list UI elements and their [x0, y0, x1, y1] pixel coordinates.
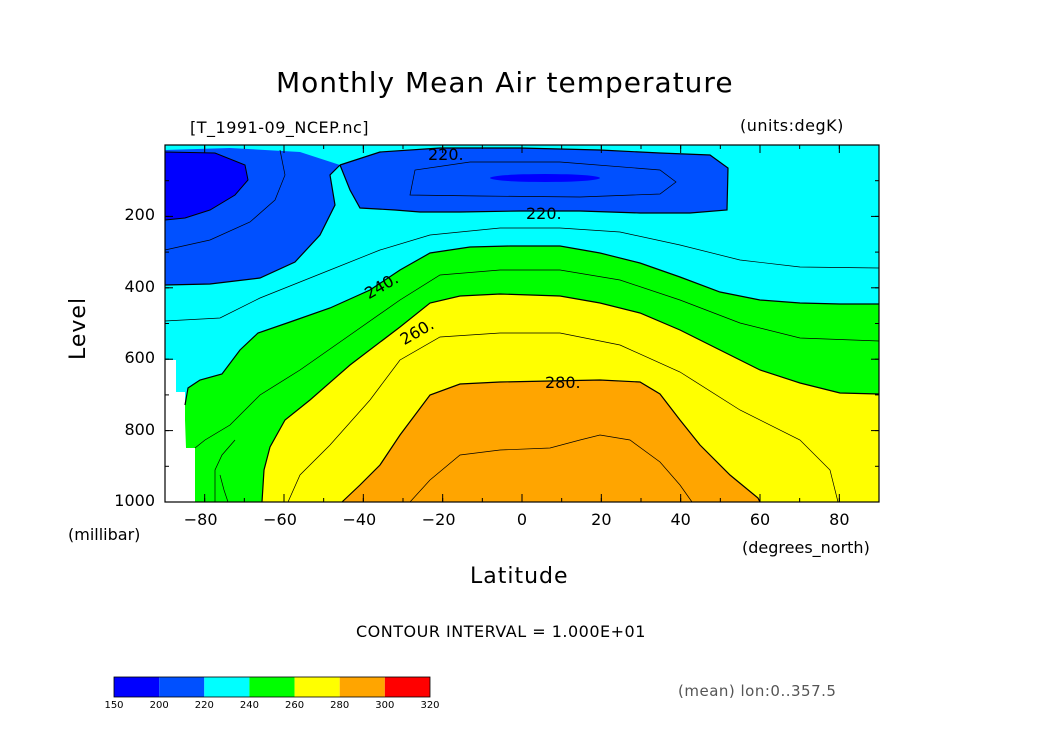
contour-240-south [219, 474, 229, 503]
contour-250-south [214, 439, 236, 502]
colorbar-label: 150 [104, 700, 124, 711]
colorbar-swatch [384, 677, 430, 697]
y-units-label: (millibar) [68, 525, 141, 544]
colorbar-label: 200 [149, 700, 169, 711]
fill-band-150-200-center [490, 174, 600, 182]
contour-220-left [164, 164, 341, 286]
colorbar-swatch [294, 677, 340, 697]
x-axis-title: Latitude [470, 564, 569, 589]
missing-data-region [165, 360, 195, 502]
colorbar-swatch [249, 677, 295, 697]
colorbar [113, 676, 431, 698]
colorbar-label: 220 [194, 700, 214, 711]
fill-band-150-200-left [165, 152, 248, 220]
y-tick-label: 800 [124, 419, 155, 439]
contour-290 [409, 434, 693, 503]
x-tick-label: 40 [670, 510, 691, 529]
colorbar-label: 320 [420, 700, 440, 711]
x-tick-label: −20 [421, 510, 456, 529]
colorbar-swatch [159, 677, 205, 697]
x-units-label: (degrees_north) [742, 538, 870, 557]
contour-210-center [409, 161, 677, 198]
units-label: (units:degK) [740, 116, 844, 135]
contour-220-center [339, 147, 729, 214]
contour-270 [287, 332, 839, 503]
contour-lines [164, 147, 880, 503]
x-tick-label: 20 [591, 510, 612, 529]
contour-280 [341, 379, 761, 503]
y-tick-label: 200 [124, 205, 155, 225]
chart-title: Monthly Mean Air temperature [276, 66, 734, 99]
contour-260 [261, 293, 880, 503]
x-tick-label: 0 [516, 510, 528, 529]
y-tick-label: 1000 [114, 491, 155, 510]
x-tick-label: −80 [183, 510, 218, 529]
contour-250 [194, 269, 880, 449]
y-tick-label: 400 [124, 276, 155, 296]
fill-band-280-300 [342, 380, 760, 502]
contour-label-280: 280. [545, 373, 581, 392]
colorbar-frame [113, 676, 431, 698]
x-tick-label: −60 [263, 510, 297, 529]
tick-marks [164, 145, 880, 503]
contour-210-left [164, 149, 286, 251]
x-tick-label: −40 [342, 510, 377, 529]
contour-label-220-top: 220. [428, 145, 464, 164]
colorbar-label: 240 [239, 700, 259, 711]
colorbar-label: 280 [330, 700, 350, 711]
contour-200-left [164, 151, 249, 221]
x-tick-label: 80 [829, 510, 850, 529]
contour-interval-text: CONTOUR INTERVAL = 1.000E+01 [356, 622, 646, 641]
colorbar-label: 300 [375, 700, 395, 711]
contour-240 [184, 245, 879, 406]
colorbar-label: 260 [285, 700, 305, 711]
y-tick-label: 600 [124, 348, 155, 368]
y-axis-title: Level [66, 296, 91, 360]
contour-label-220-bottom: 220. [526, 204, 562, 223]
colorbar-swatch [204, 677, 250, 697]
file-label: [T_1991-09_NCEP.nc] [190, 118, 370, 137]
filled-contours [165, 145, 879, 502]
mean-note: (mean) lon:0..357.5 [678, 682, 837, 700]
x-tick-label: 60 [749, 510, 771, 529]
colorbar-swatch [114, 677, 160, 697]
colorbar-swatch [339, 677, 385, 697]
contour-230 [164, 227, 880, 322]
